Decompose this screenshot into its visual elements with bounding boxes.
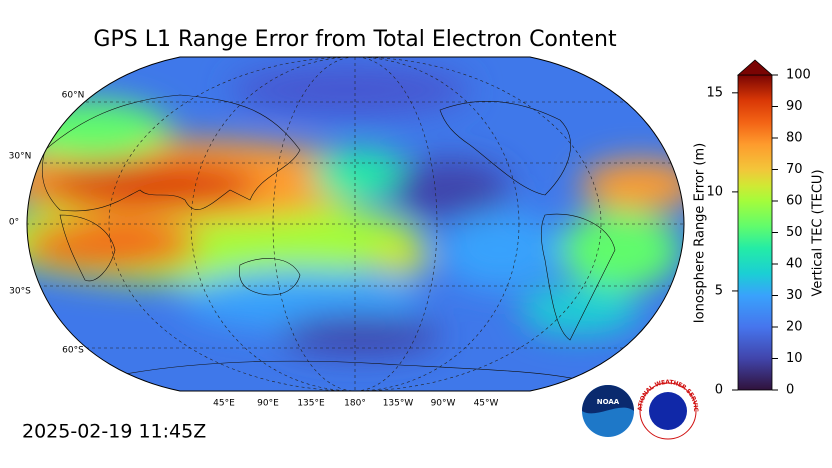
colorbar-axes: 0 5 10 15 0 10 20 30 40 50 60 70 80 90 100 — [706, 68, 810, 398]
right-tick-label: 30 — [786, 288, 803, 303]
graticule-labels: 60°N 30°N 0° 30°S 60°S 45°E 90°E 135°E 180° 135°W… — [9, 91, 499, 409]
colorbar — [737, 74, 773, 391]
left-tick-label: 15 — [706, 85, 723, 100]
lat-label: 0° — [9, 218, 19, 228]
lon-label: 135°E — [297, 399, 325, 409]
lon-label: 90°E — [257, 399, 279, 409]
left-axis-label: Ionosphere Range Error (m) — [693, 143, 708, 323]
right-tick-label: 100 — [786, 68, 811, 83]
right-axis-label: Vertical TEC (TECU) — [811, 169, 826, 296]
left-tick-label: 10 — [706, 184, 723, 199]
left-tick-label: 5 — [715, 283, 723, 298]
timestamp: 2025-02-19 11:45Z — [22, 421, 206, 443]
lat-label: 60°N — [62, 91, 85, 101]
right-tick-label: 60 — [786, 194, 803, 209]
right-tick-label: 70 — [786, 162, 803, 177]
tec-map — [27, 57, 684, 391]
colorbar-extend — [736, 59, 774, 76]
noaa-text: NOAA — [597, 398, 620, 406]
lon-label: 180° — [344, 399, 366, 409]
right-tick-label: 80 — [786, 131, 803, 146]
map-frame — [26, 56, 685, 392]
lat-label: 30°S — [9, 287, 31, 297]
right-tick-label: 20 — [786, 320, 803, 335]
right-tick-label: 50 — [786, 225, 803, 240]
left-tick-label: 0 — [715, 383, 723, 398]
lon-label: 90°W — [431, 399, 456, 409]
lon-label: 45°E — [213, 399, 235, 409]
noaa-logo: NOAA — [582, 385, 634, 437]
right-tick-label: 40 — [786, 257, 803, 272]
lat-label: 60°S — [62, 346, 84, 356]
right-tick-label: 10 — [786, 351, 803, 366]
right-tick-label: 90 — [786, 99, 803, 114]
title: GPS L1 Range Error from Total Electron C… — [93, 27, 617, 52]
lat-label: 30°N — [9, 152, 32, 162]
lon-label: 45°W — [474, 399, 499, 409]
right-tick-label: 0 — [786, 383, 794, 398]
lon-label: 135°W — [383, 399, 414, 409]
